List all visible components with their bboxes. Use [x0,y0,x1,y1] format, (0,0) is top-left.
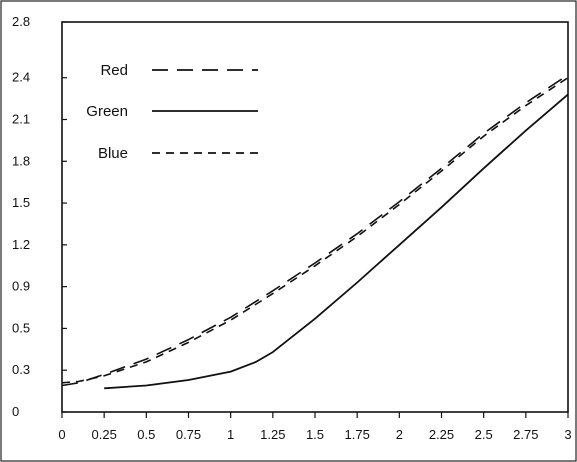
series-lines [61,74,569,390]
x-tick-label: 3 [564,427,571,442]
series-line-red [61,74,569,387]
series-line-green [104,93,569,390]
series-line-blue [61,77,569,384]
x-tick-label: 0 [58,427,65,442]
x-tick-label: 2.75 [513,427,538,442]
y-tick-label: 2.4 [12,70,30,85]
x-tick-label: 0.25 [92,427,117,442]
x-tick-label: 1.75 [345,427,370,442]
legend-label-green: Green [86,103,128,120]
x-tick-label: 2.25 [429,427,454,442]
y-tick-label: 0 [12,404,19,419]
legend-label-red: Red [100,62,128,79]
y-tick-label: 0.3 [12,362,30,377]
y-tick-label: 2.8 [12,14,30,29]
x-tick-label: 1 [227,427,234,442]
y-tick-label: 0.5 [12,320,30,335]
x-tick-label: 0.5 [137,427,155,442]
plot-area-frame [61,21,569,413]
x-tick-label: 0.75 [176,427,201,442]
legend-label-blue: Blue [98,145,128,162]
x-axis: 0 0.25 0.5 0.75 1 1.25 1.5 1.75 2 2.25 2.5 2.75 3 [58,412,572,442]
y-tick-label: 2.1 [12,112,30,127]
y-axis: 0 0.3 0.5 0.9 1.2 1.5 1.8 2.1 2.4 2.8 [12,14,67,419]
legend: Red Green Blue [86,62,258,162]
x-tick-label: 1.25 [260,427,285,442]
y-tick-label: 0.9 [12,279,30,294]
x-tick-label: 2 [396,427,403,442]
x-tick-label: 1.5 [306,427,324,442]
y-tick-label: 1.8 [12,153,30,168]
y-tick-label: 1.2 [12,237,30,252]
y-tick-label: 1.5 [12,195,30,210]
x-tick-label: 2.5 [475,427,493,442]
